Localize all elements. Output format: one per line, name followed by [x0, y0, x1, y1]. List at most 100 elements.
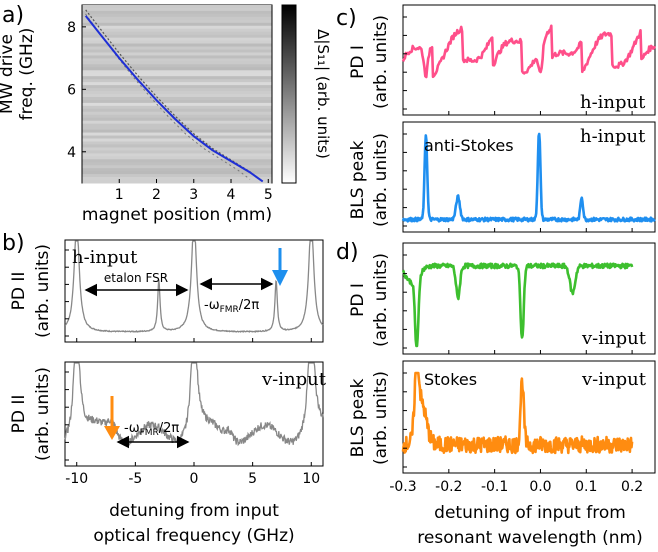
a-xtick-label: 1 [115, 187, 124, 203]
plot-b-top-label: h-input [72, 247, 138, 268]
a-xtick-label: 5 [264, 187, 273, 203]
heatmap-band [82, 55, 272, 59]
heatmap-band [82, 120, 272, 125]
plot-b-top-trace [64, 240, 324, 334]
plot-d-bottom-ylabel-1: BLS peak [348, 378, 368, 457]
plot-d-xlabel-2: resonant wavelength (nm) [417, 528, 642, 548]
plot-cd-ticks: -0.3 -0.2 -0.1 0.0 0.1 0.2 [389, 16, 643, 495]
plot-b-bottom-trace [64, 362, 324, 447]
plot-c-bottom-peak-label: anti-Stokes [424, 136, 514, 155]
heatmap-a-mode-line-2 [85, 13, 251, 180]
heatmap-band [82, 156, 272, 160]
heatmap-band [82, 13, 272, 18]
panel-d: -0.3 -0.2 -0.1 0.0 0.1 0.2 v-input v-input St… [348, 16, 656, 548]
heatmap-band [82, 99, 272, 104]
heatmap-band [82, 76, 272, 80]
heatmap-band [82, 85, 272, 89]
plot-c-bottom-ylabel-2: (arb. units) [371, 133, 391, 227]
heatmap-band [82, 147, 272, 151]
plot-c-bottom-ylabel-1: BLS peak [348, 140, 368, 219]
heatmap-band [82, 46, 272, 50]
heatmap-band [82, 10, 272, 15]
a-xtick-label: 2 [152, 187, 161, 203]
heatmap-band [82, 105, 272, 110]
heatmap-band [82, 82, 272, 86]
plot-b-bottom-frame [64, 361, 324, 467]
heatmap-a-ticks: 1 2 3 4 5 4 6 8 [67, 20, 273, 203]
plot-c-top-trace [401, 24, 657, 79]
heatmap-band [82, 25, 272, 30]
plot-d-top-trace [401, 262, 634, 348]
plot-c-top-ylabel-2: (arb. units) [371, 15, 391, 109]
b-xtick-label: 5 [248, 471, 257, 487]
heatmap-band [82, 49, 272, 53]
heatmap-band [82, 123, 272, 128]
colorbar-a [281, 4, 297, 184]
plot-b-top-ylabel-2: (arb. units) [33, 244, 53, 338]
heatmap-band [82, 61, 272, 65]
heatmap-band [82, 132, 272, 137]
plot-b-xlabel-1: detuning from input [109, 501, 279, 521]
heatmap-band [82, 70, 272, 74]
heatmap-band [82, 88, 272, 92]
heatmap-band [82, 174, 272, 178]
heatmap-band [82, 22, 272, 27]
heatmap-a-xlabel: magnet position (mm) [82, 205, 272, 225]
heatmap-band [82, 171, 272, 175]
panel-label-c: c) [336, 6, 357, 31]
fmr-label-top: -ωFMR/2π [204, 298, 259, 315]
heatmap-band [82, 5, 272, 9]
plot-d-top-ylabel-2: (arb. units) [371, 253, 391, 347]
heatmap-band [82, 180, 272, 184]
plot-d-bottom-frame [402, 360, 656, 474]
heatmap-band [82, 67, 272, 71]
heatmap-band [82, 79, 272, 83]
cd-xtick-label: 0.0 [529, 479, 551, 495]
a-ytick-label: 8 [67, 20, 76, 36]
heatmap-band [82, 150, 272, 154]
heatmap-a-ylabel-2: freq. (GHz) [17, 28, 37, 121]
heatmap-band [82, 114, 272, 119]
plot-d-top-ylabel-1: PD I [348, 283, 368, 317]
fmr-label-bottom: -ωFMR/2π [124, 421, 179, 438]
blue-arrow-head [272, 270, 288, 286]
plot-c-bottom-trace [401, 132, 656, 223]
panel-label-b: b) [2, 231, 25, 256]
plot-d-bottom-ylabel-2: (arb. units) [371, 371, 391, 465]
cd-xtick-label: -0.2 [435, 479, 462, 495]
heatmap-band [82, 43, 272, 48]
heatmap-band [82, 126, 272, 131]
fsr-label: etalon FSR [104, 271, 168, 285]
heatmap-band [82, 58, 272, 62]
plot-b-bottom-label: v-input [261, 369, 327, 390]
plot-c-top-ylabel-1: PD I [348, 45, 368, 79]
heatmap-band [82, 19, 272, 24]
heatmap-a-bands [82, 5, 272, 184]
panel-a: 1 2 3 4 5 4 6 8 MW drive freq. (GHz) magnet pos… [0, 4, 332, 225]
heatmap-band [82, 34, 272, 39]
heatmap-band [82, 7, 272, 12]
plot-d-bottom-peak-label: Stokes [424, 370, 477, 389]
plot-d-xlabel-1: detuning of input from [434, 503, 626, 523]
panel-c: h-input h-input anti-Stokes PD I (arb. u… [348, 4, 657, 233]
plot-d-bottom-trace [401, 371, 634, 455]
heatmap-band [82, 168, 272, 172]
heatmap-band [82, 153, 272, 157]
heatmap-band [82, 108, 272, 113]
plot-b-top-ylabel-1: PD II [9, 272, 29, 311]
cd-xtick-label: -0.3 [389, 479, 416, 495]
cd-xtick-label: 0.1 [575, 479, 597, 495]
b-xtick-label: 10 [302, 471, 320, 487]
orange-arrow-head [104, 426, 120, 440]
heatmap-band [82, 28, 272, 33]
a-xtick-label: 3 [189, 187, 198, 203]
heatmap-band [82, 111, 272, 116]
heatmap-band [82, 141, 272, 145]
heatmap-band [82, 129, 272, 134]
cd-xtick-label: -0.1 [481, 479, 508, 495]
panel-label-a: a) [2, 3, 24, 28]
heatmap-band [82, 162, 272, 166]
a-ytick-label: 6 [67, 82, 76, 98]
cd-xtick-label: 0.2 [621, 479, 643, 495]
